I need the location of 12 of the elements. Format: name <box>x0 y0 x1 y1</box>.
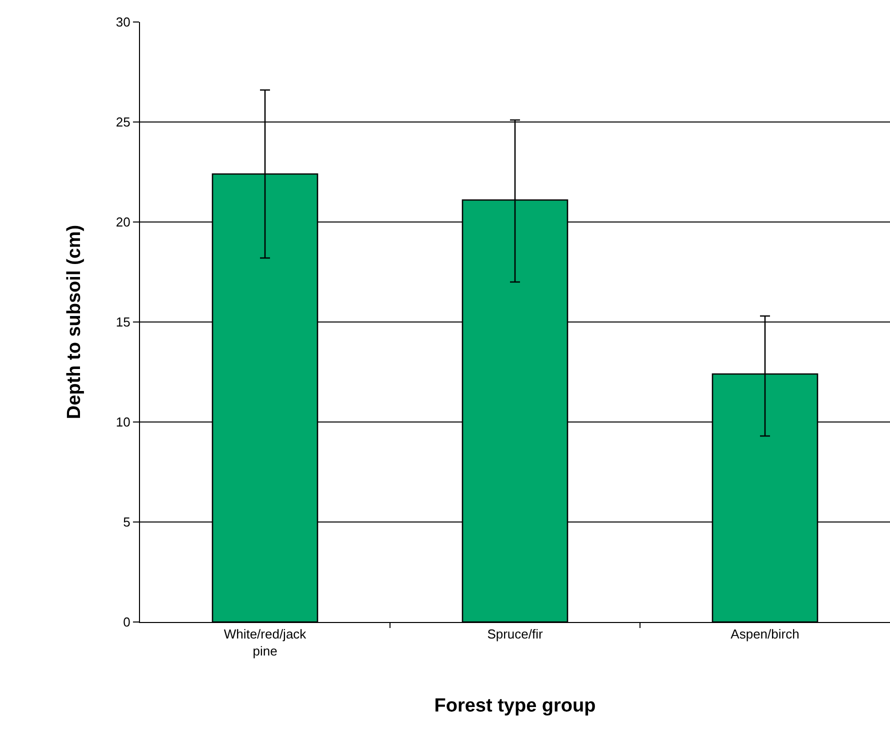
y-tick-label: 15 <box>116 314 130 330</box>
x-axis-title: Forest type group <box>434 695 596 716</box>
y-tick-label: 0 <box>123 614 130 630</box>
y-tick-label: 30 <box>116 14 130 30</box>
x-tick-label: Spruce/fir <box>487 626 544 642</box>
y-tick-label: 20 <box>116 214 130 230</box>
y-tick-label: 10 <box>116 414 130 430</box>
y-axis-title: Depth to subsoil (cm) <box>64 224 85 420</box>
y-tick-label: 25 <box>116 114 130 130</box>
y-tick-label: 5 <box>123 514 130 530</box>
x-tick-label: White/red/jack pine <box>224 626 307 658</box>
x-tick-label: Aspen/birch <box>730 626 800 642</box>
